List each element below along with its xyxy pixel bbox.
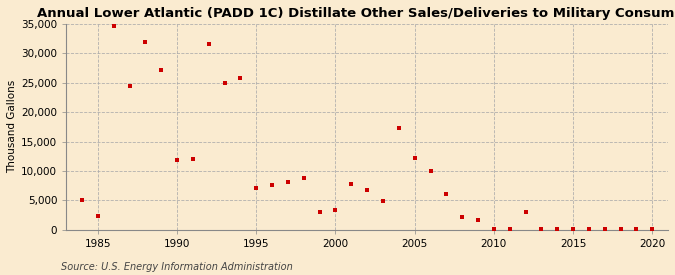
Point [251, 186, 262, 190]
Point [298, 176, 309, 180]
Point [409, 156, 420, 160]
Point [504, 227, 515, 231]
Title: Annual Lower Atlantic (PADD 1C) Distillate Other Sales/Deliveries to Military Co: Annual Lower Atlantic (PADD 1C) Distilla… [36, 7, 675, 20]
Text: Source: U.S. Energy Information Administration: Source: U.S. Energy Information Administ… [61, 262, 292, 272]
Point [235, 76, 246, 80]
Point [124, 83, 135, 88]
Point [520, 210, 531, 214]
Point [457, 214, 468, 219]
Y-axis label: Thousand Gallons: Thousand Gallons [7, 80, 17, 174]
Point [615, 227, 626, 231]
Point [92, 214, 103, 218]
Point [362, 188, 373, 192]
Point [536, 227, 547, 231]
Point [219, 81, 230, 85]
Point [394, 126, 404, 130]
Point [599, 227, 610, 231]
Point [551, 227, 562, 231]
Point [568, 227, 578, 231]
Point [203, 42, 214, 46]
Point [425, 169, 436, 173]
Point [346, 182, 356, 187]
Point [188, 156, 198, 161]
Point [377, 199, 388, 203]
Point [283, 180, 294, 184]
Point [489, 227, 500, 231]
Point [631, 227, 642, 231]
Point [156, 68, 167, 72]
Point [647, 227, 657, 231]
Point [267, 183, 277, 187]
Point [140, 40, 151, 44]
Point [77, 198, 88, 203]
Point [315, 210, 325, 214]
Point [171, 158, 182, 162]
Point [472, 218, 483, 222]
Point [441, 192, 452, 196]
Point [583, 227, 594, 231]
Point [330, 208, 341, 212]
Point [109, 23, 119, 28]
